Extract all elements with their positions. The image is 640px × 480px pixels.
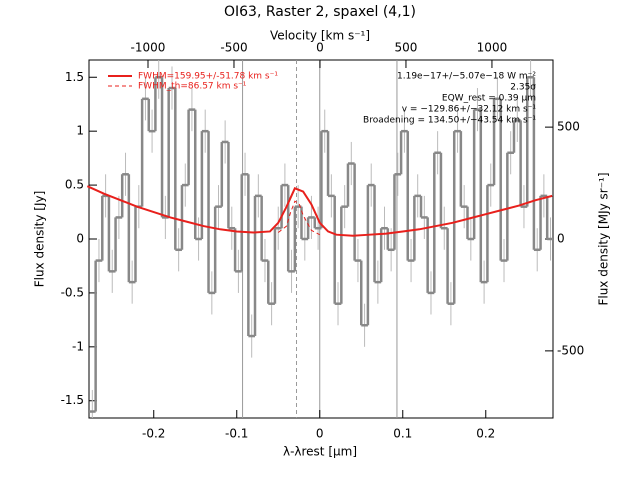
x-tick-label: -0.2 bbox=[142, 427, 165, 441]
x-tick-label: 0.1 bbox=[393, 427, 412, 441]
x2-tick-label: 1000 bbox=[477, 41, 508, 55]
x2-tick-label: -1000 bbox=[131, 41, 166, 55]
y-tick-label: -0.5 bbox=[61, 285, 84, 299]
x2-tick-label: 500 bbox=[395, 41, 418, 55]
y-tick-label: -1 bbox=[72, 339, 84, 353]
legend-label: FWHM_th=86.57 km s⁻¹ bbox=[138, 82, 247, 92]
fit-curve bbox=[86, 185, 553, 237]
annotation: v = −129.86+/−32.12 km s⁻¹ bbox=[402, 105, 537, 115]
y-tick-label: -1.5 bbox=[61, 393, 84, 407]
annotation: 2.35σ bbox=[510, 83, 536, 93]
x2-tick-label: -500 bbox=[220, 41, 247, 55]
annotation: Broadening = 134.50+/−43.54 km s⁻¹ bbox=[363, 116, 536, 126]
x-tick-label: 0 bbox=[316, 427, 324, 441]
y-tick-label: 1 bbox=[76, 124, 84, 138]
y2-tick-label: 500 bbox=[557, 120, 580, 134]
y-axis-label: Flux density [Jy] bbox=[33, 191, 47, 288]
y-tick-label: 0.5 bbox=[65, 178, 84, 192]
x-axis-label: λ-λrest [µm] bbox=[283, 445, 357, 459]
x-tick-label: -0.1 bbox=[225, 427, 248, 441]
x-tick-label: 0.2 bbox=[476, 427, 495, 441]
legend-label: FWHM=159.95+/-51.78 km s⁻¹ bbox=[138, 72, 278, 82]
y2-axis-label: Flux density [MJy sr⁻¹] bbox=[597, 172, 611, 305]
x2-tick-label: 0 bbox=[316, 41, 324, 55]
y-tick-label: 1.5 bbox=[65, 70, 84, 84]
spectrum-connector bbox=[94, 77, 549, 412]
y2-tick-label: -500 bbox=[557, 343, 584, 357]
chart-title: OI63, Raster 2, spaxel (4,1) bbox=[224, 4, 416, 20]
y-tick-label: 0 bbox=[76, 232, 84, 246]
y2-tick-label: 0 bbox=[557, 232, 565, 246]
annotation: EQW_rest = 0.39 µm bbox=[442, 94, 536, 104]
annotation: 1.19e−17+/−5.07e−18 W m⁻² bbox=[397, 72, 536, 82]
x2-axis-label: Velocity [km s⁻¹] bbox=[270, 29, 370, 43]
